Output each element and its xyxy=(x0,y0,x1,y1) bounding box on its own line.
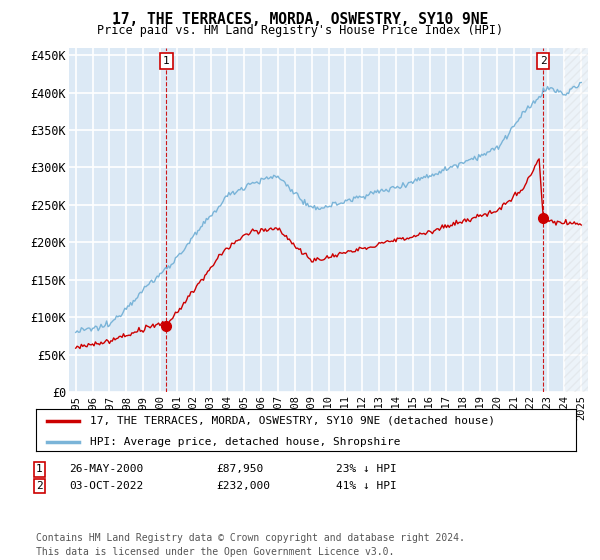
Text: 41% ↓ HPI: 41% ↓ HPI xyxy=(336,481,397,491)
Text: Contains HM Land Registry data © Crown copyright and database right 2024.
This d: Contains HM Land Registry data © Crown c… xyxy=(36,533,465,557)
Text: 1: 1 xyxy=(163,56,170,66)
Bar xyxy=(565,48,598,392)
Bar xyxy=(565,18,598,392)
Text: 17, THE TERRACES, MORDA, OSWESTRY, SY10 9NE (detached house): 17, THE TERRACES, MORDA, OSWESTRY, SY10 … xyxy=(90,416,495,426)
Text: HPI: Average price, detached house, Shropshire: HPI: Average price, detached house, Shro… xyxy=(90,437,401,446)
Text: £87,950: £87,950 xyxy=(216,464,263,474)
Text: Price paid vs. HM Land Registry's House Price Index (HPI): Price paid vs. HM Land Registry's House … xyxy=(97,24,503,36)
Text: 2: 2 xyxy=(540,56,547,66)
Text: 03-OCT-2022: 03-OCT-2022 xyxy=(69,481,143,491)
Text: 1: 1 xyxy=(36,464,43,474)
Text: 23% ↓ HPI: 23% ↓ HPI xyxy=(336,464,397,474)
Text: 17, THE TERRACES, MORDA, OSWESTRY, SY10 9NE: 17, THE TERRACES, MORDA, OSWESTRY, SY10 … xyxy=(112,12,488,27)
Text: 2: 2 xyxy=(36,481,43,491)
Text: 26-MAY-2000: 26-MAY-2000 xyxy=(69,464,143,474)
Text: £232,000: £232,000 xyxy=(216,481,270,491)
